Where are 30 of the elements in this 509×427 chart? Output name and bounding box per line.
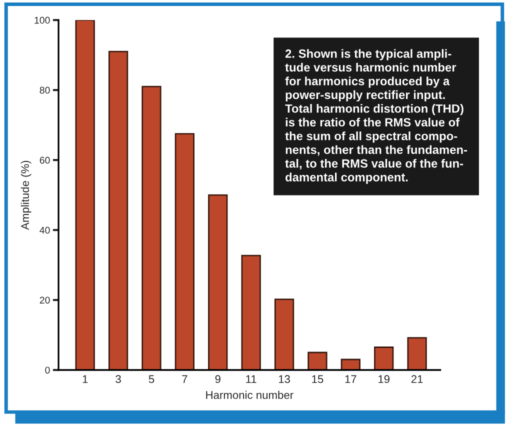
bar xyxy=(75,20,95,370)
text: 2. Shown is the typical ampli- tude versus harmonic number for harmonics produced by a power-supply rectifier input. Total harmonic distortion (THD) is the ratio of the RMS value of the sum of all spectral compo- nents, other than the fundamen- tal, to the RMS value of the fun- damental component. xyxy=(285,49,468,184)
bar xyxy=(374,346,394,370)
x-tick-label: 19 xyxy=(378,375,390,384)
y-tick-label: 100 xyxy=(34,16,50,24)
bar xyxy=(142,86,162,370)
x-tick-label: 17 xyxy=(345,375,356,383)
x-tick-label: 13 xyxy=(278,375,290,384)
bar xyxy=(174,133,194,370)
x-tick-label: 7 xyxy=(182,375,188,383)
bar xyxy=(208,194,228,370)
y-tick-label: 20 xyxy=(40,296,50,304)
x-tick-label: 15 xyxy=(312,375,324,384)
x-tick-label: 9 xyxy=(215,375,220,384)
x-tick-label: 1 xyxy=(82,375,88,383)
bar xyxy=(407,337,427,370)
y-axis-title: Amplitude (%) xyxy=(20,160,32,230)
x-tick-label: 3 xyxy=(116,375,121,384)
x-tick-label: 5 xyxy=(148,375,154,384)
x-tick-label: 21 xyxy=(411,375,423,383)
y-tick-label: 40 xyxy=(40,226,50,234)
x-tick-label: 11 xyxy=(246,375,256,383)
bar xyxy=(241,254,261,370)
x-axis-title: Harmonic number xyxy=(206,390,294,399)
y-tick-label: 80 xyxy=(40,86,50,94)
bar xyxy=(108,50,128,370)
bar xyxy=(308,352,328,370)
y-tick-label: 60 xyxy=(40,156,50,164)
y-tick-label: 0 xyxy=(45,366,50,374)
bar xyxy=(274,298,294,370)
